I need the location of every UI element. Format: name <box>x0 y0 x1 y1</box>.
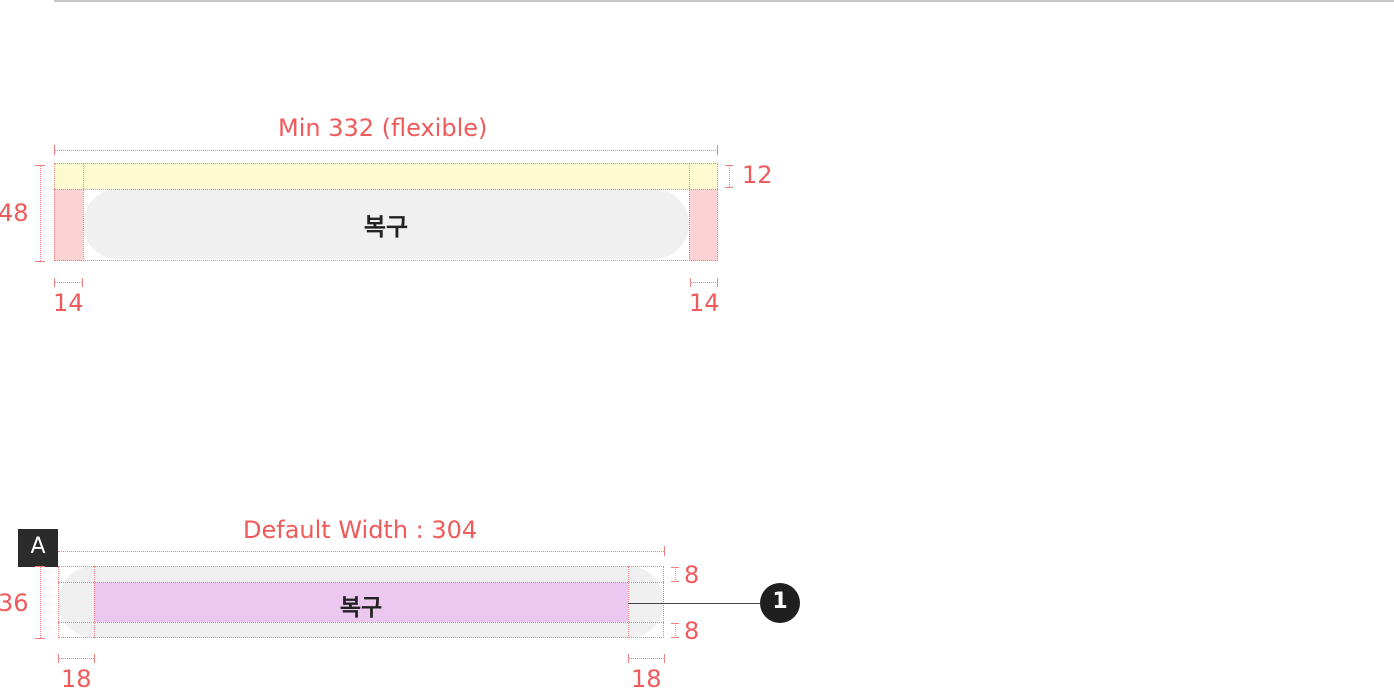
bottom-top-padding-label: 8 <box>684 561 700 589</box>
bottom-top-padding-tick-top <box>671 567 679 568</box>
text-right-guide <box>628 566 629 638</box>
bottom-left-padding-measure-line <box>58 658 94 659</box>
right-padding-area <box>689 189 718 261</box>
bottom-right-padding-tick-left <box>628 654 629 663</box>
left-padding-tick-left <box>54 278 55 287</box>
restore-button[interactable] <box>83 189 689 259</box>
right-padding-label: 14 <box>689 289 720 317</box>
right-padding-tick-right <box>717 278 718 287</box>
top-divider <box>54 0 1394 2</box>
bottom-height-measure-line <box>40 566 41 638</box>
bottom-bottom-padding-measure-line <box>675 623 676 638</box>
top-outer-outline <box>54 163 718 261</box>
bottom-top-padding-measure-line <box>675 567 676 582</box>
top-height-label: 48 <box>0 199 29 227</box>
top-width-tick-left <box>54 145 55 155</box>
text-area <box>94 582 628 622</box>
bottom-bottom-padding-tick-bottom <box>671 637 679 638</box>
bottom-bottom-padding-label: 8 <box>684 617 700 645</box>
top-height-tick-bottom <box>35 261 45 262</box>
bottom-right-padding-tick-right <box>664 654 665 663</box>
left-padding-measure-line <box>54 282 82 283</box>
top-padding-tick-bottom <box>725 187 733 188</box>
left-padding-tick-right <box>82 278 83 287</box>
top-padding-tick-top <box>725 165 733 166</box>
bottom-width-label: Default Width : 304 <box>243 516 478 544</box>
top-height-tick-top <box>35 165 45 166</box>
bottom-top-padding-tick-bottom <box>671 581 679 582</box>
left-padding-label: 14 <box>53 289 84 317</box>
right-padding-measure-line <box>690 282 718 283</box>
variant-badge-label: A <box>30 534 46 559</box>
bottom-right-padding-measure-line <box>628 658 664 659</box>
bottom-outer-outline <box>58 566 664 638</box>
bottom-height-tick-bottom <box>35 638 45 639</box>
restore-button-label: 복구 <box>363 213 409 241</box>
bottom-bottom-padding-tick-top <box>671 623 679 624</box>
left-padding-guide <box>83 163 84 261</box>
bottom-height-tick-top <box>35 566 45 567</box>
top-padding-guide <box>54 189 718 190</box>
bottom-right-padding-label: 18 <box>631 665 662 693</box>
bottom-left-padding-tick-right <box>94 654 95 663</box>
restore-button-compact-label: 복구 <box>339 595 383 621</box>
variant-badge <box>18 529 58 567</box>
bottom-left-padding-tick-left <box>58 654 59 663</box>
callout-leader-line <box>628 603 762 604</box>
top-width-measure-line <box>54 150 718 151</box>
bottom-left-padding-label: 18 <box>61 665 92 693</box>
top-width-label: Min 332 (flexible) <box>278 114 488 142</box>
text-top-guide <box>58 582 664 583</box>
text-left-guide <box>94 566 95 638</box>
top-padding-measure-line <box>729 165 730 187</box>
top-padding-label: 12 <box>742 161 773 189</box>
callout-marker-number: 1 <box>772 589 788 614</box>
bottom-height-label: 36 <box>0 589 29 617</box>
bottom-width-measure-line <box>58 551 664 552</box>
right-padding-tick-left <box>690 278 691 287</box>
top-width-tick-right <box>717 145 718 155</box>
left-padding-area <box>54 189 83 261</box>
top-padding-area <box>54 163 718 189</box>
bottom-width-tick-right <box>664 546 665 556</box>
text-bottom-guide <box>58 622 664 623</box>
top-height-measure-line <box>40 165 41 261</box>
right-padding-guide <box>689 163 690 261</box>
callout-marker <box>760 583 800 623</box>
